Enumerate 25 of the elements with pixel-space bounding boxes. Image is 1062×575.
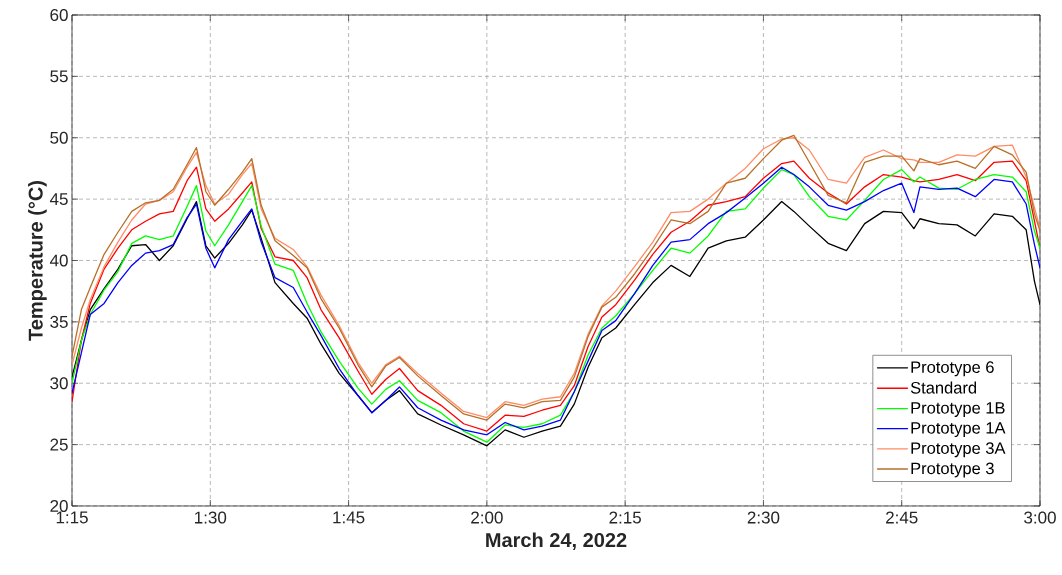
x-axis-title: March 24, 2022 bbox=[486, 532, 627, 550]
y-tick-label: 40 bbox=[49, 254, 68, 267]
x-tick-label: 1:15 bbox=[56, 511, 88, 524]
y-tick-label: 20 bbox=[50, 499, 68, 513]
x-tick-label: 1:30 bbox=[195, 511, 227, 524]
y-tick-label: 25 bbox=[50, 438, 68, 451]
legend-label: Standard bbox=[910, 381, 977, 394]
x-tick-label: 2:30 bbox=[747, 511, 780, 524]
y-tick-label: 55 bbox=[50, 70, 68, 83]
legend-label: Prototype 3A bbox=[911, 442, 1006, 458]
x-tick-label: 1:45 bbox=[333, 511, 365, 524]
x-tick-label: 2:45 bbox=[886, 511, 918, 524]
y-axis-title: Temperature (°C) bbox=[28, 181, 47, 341]
legend-label: Prototype 3 bbox=[911, 462, 994, 478]
x-tick-label: 2:15 bbox=[609, 511, 641, 524]
y-tick-label: 60 bbox=[50, 8, 68, 22]
x-tick-label: 3:00 bbox=[1024, 511, 1056, 524]
y-tick-label: 35 bbox=[50, 315, 68, 328]
y-tick-label: 30 bbox=[50, 377, 68, 390]
legend-label: Prototype 1A bbox=[911, 422, 1006, 438]
legend-label: Prototype 6 bbox=[911, 361, 994, 377]
y-tick-label: 45 bbox=[49, 193, 68, 206]
x-tick-label: 2:00 bbox=[471, 511, 503, 524]
legend-label: Prototype 1B bbox=[911, 402, 1005, 417]
y-tick-label: 50 bbox=[50, 131, 68, 144]
